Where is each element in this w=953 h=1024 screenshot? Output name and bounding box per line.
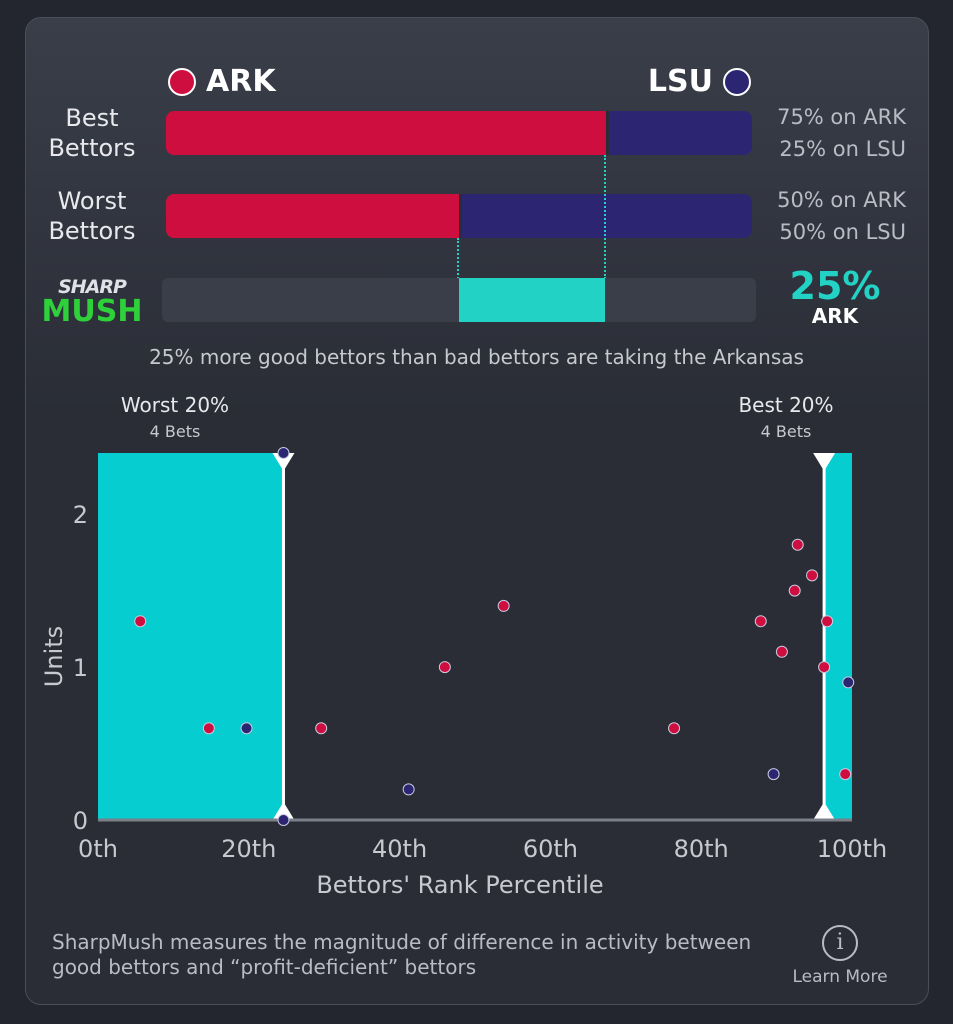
data-point-lsu	[842, 676, 855, 689]
sharpmush-team: ARK	[811, 304, 859, 328]
data-point-lsu	[402, 783, 415, 796]
team-right-name: LSU	[647, 64, 713, 99]
data-point-ark	[497, 599, 510, 612]
data-point-ark	[788, 584, 801, 597]
sharpmush-value: 25%	[789, 264, 881, 308]
data-point-ark	[202, 722, 215, 735]
x-tick-label: 100th	[817, 835, 887, 863]
worst-pct: 50% on ARK 50% on LSU	[777, 184, 906, 248]
region-0	[98, 453, 284, 820]
x-tick-label: 20th	[221, 835, 276, 863]
worst-ark-segment	[166, 194, 459, 238]
sharpmush-diff-segment	[459, 278, 605, 322]
y-axis-label: Units	[40, 626, 68, 687]
data-point-ark	[806, 569, 819, 582]
team-left-name: ARK	[206, 64, 276, 99]
data-point-lsu	[767, 768, 780, 781]
data-point-lsu	[277, 814, 290, 826]
y-tick-label: 0	[73, 807, 88, 835]
data-point-lsu	[240, 722, 253, 735]
x-tick-label: 80th	[674, 835, 729, 863]
region-sublabel: 4 Bets	[150, 422, 201, 441]
ark-dot-icon	[168, 67, 196, 96]
worst-divider	[457, 238, 459, 279]
best-lsu-segment	[605, 111, 752, 155]
boundary-handle-bottom-icon	[272, 802, 295, 820]
data-point-ark	[754, 615, 767, 628]
best-bettors-bar	[166, 111, 752, 155]
data-point-ark	[134, 615, 147, 628]
best-ark-segment	[166, 111, 606, 155]
team-left: ARK	[168, 64, 276, 99]
data-point-ark	[438, 661, 451, 674]
sharpmush-logo: SHARP MUSH	[36, 276, 148, 329]
best-ark-pct: 75% on ARK	[777, 105, 906, 129]
logo-bottom: MUSH	[41, 294, 143, 329]
data-point-ark	[818, 661, 831, 674]
boundary-handle-bottom-icon	[813, 802, 836, 820]
region-1	[824, 453, 852, 820]
x-tick-label: 40th	[372, 835, 427, 863]
region-label: Worst 20%	[121, 393, 229, 417]
boundary-handle-top-icon	[272, 453, 295, 471]
data-point-ark	[315, 722, 328, 735]
boundary-handle-top-icon	[813, 453, 836, 471]
best-bettors-label: Best Bettors	[48, 104, 136, 162]
region-label: Best 20%	[738, 393, 833, 417]
x-tick-label: 0th	[78, 835, 118, 863]
sharpmush-result: 25% ARK	[770, 264, 900, 328]
data-point-ark	[821, 615, 834, 628]
sharpmush-bar	[162, 278, 756, 322]
data-point-ark	[791, 538, 804, 551]
data-point-lsu	[277, 447, 290, 459]
data-point-ark	[775, 645, 788, 658]
best-divider	[604, 155, 606, 279]
region-sublabel: 4 Bets	[761, 422, 812, 441]
y-tick-label: 2	[73, 501, 88, 529]
lsu-dot-icon	[723, 67, 751, 96]
data-point-ark	[839, 768, 852, 781]
info-icon: i	[822, 925, 858, 961]
x-tick-label: 60th	[523, 835, 578, 863]
footer-text: SharpMush measures the magnitude of diff…	[52, 930, 752, 979]
data-point-ark	[668, 722, 681, 735]
scatter-chart: Worst 20% 4 Bets Best 20% 4 Bets 0th 20th 40th…	[40, 393, 887, 899]
logo-top: SHARP	[58, 276, 127, 298]
worst-bettors-bar	[166, 194, 752, 238]
y-tick-label: 1	[73, 654, 88, 682]
worst-bettors-label: Worst Bettors	[48, 187, 136, 245]
summary-text: 25% more good bettors than bad bettors a…	[149, 345, 804, 369]
team-right: LSU	[648, 64, 751, 99]
learn-more-label: Learn More	[792, 967, 888, 987]
best-pct: 75% on ARK 25% on LSU	[777, 101, 906, 165]
learn-more-button[interactable]: i Learn More	[780, 925, 900, 987]
worst-lsu-pct: 50% on LSU	[779, 220, 906, 244]
worst-ark-pct: 50% on ARK	[777, 188, 906, 212]
best-lsu-pct: 25% on LSU	[779, 137, 906, 161]
x-axis-label: Bettors' Rank Percentile	[316, 871, 603, 899]
